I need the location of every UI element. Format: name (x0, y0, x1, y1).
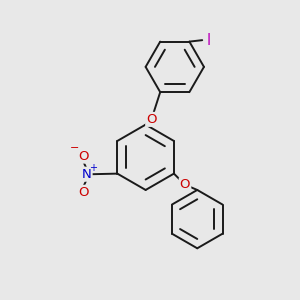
Text: N: N (82, 168, 92, 181)
Text: O: O (78, 150, 88, 163)
Text: O: O (146, 113, 157, 126)
Text: I: I (207, 33, 211, 48)
Text: −: − (70, 143, 79, 153)
Text: O: O (180, 178, 190, 191)
Text: +: + (89, 163, 97, 173)
Text: O: O (78, 186, 88, 199)
